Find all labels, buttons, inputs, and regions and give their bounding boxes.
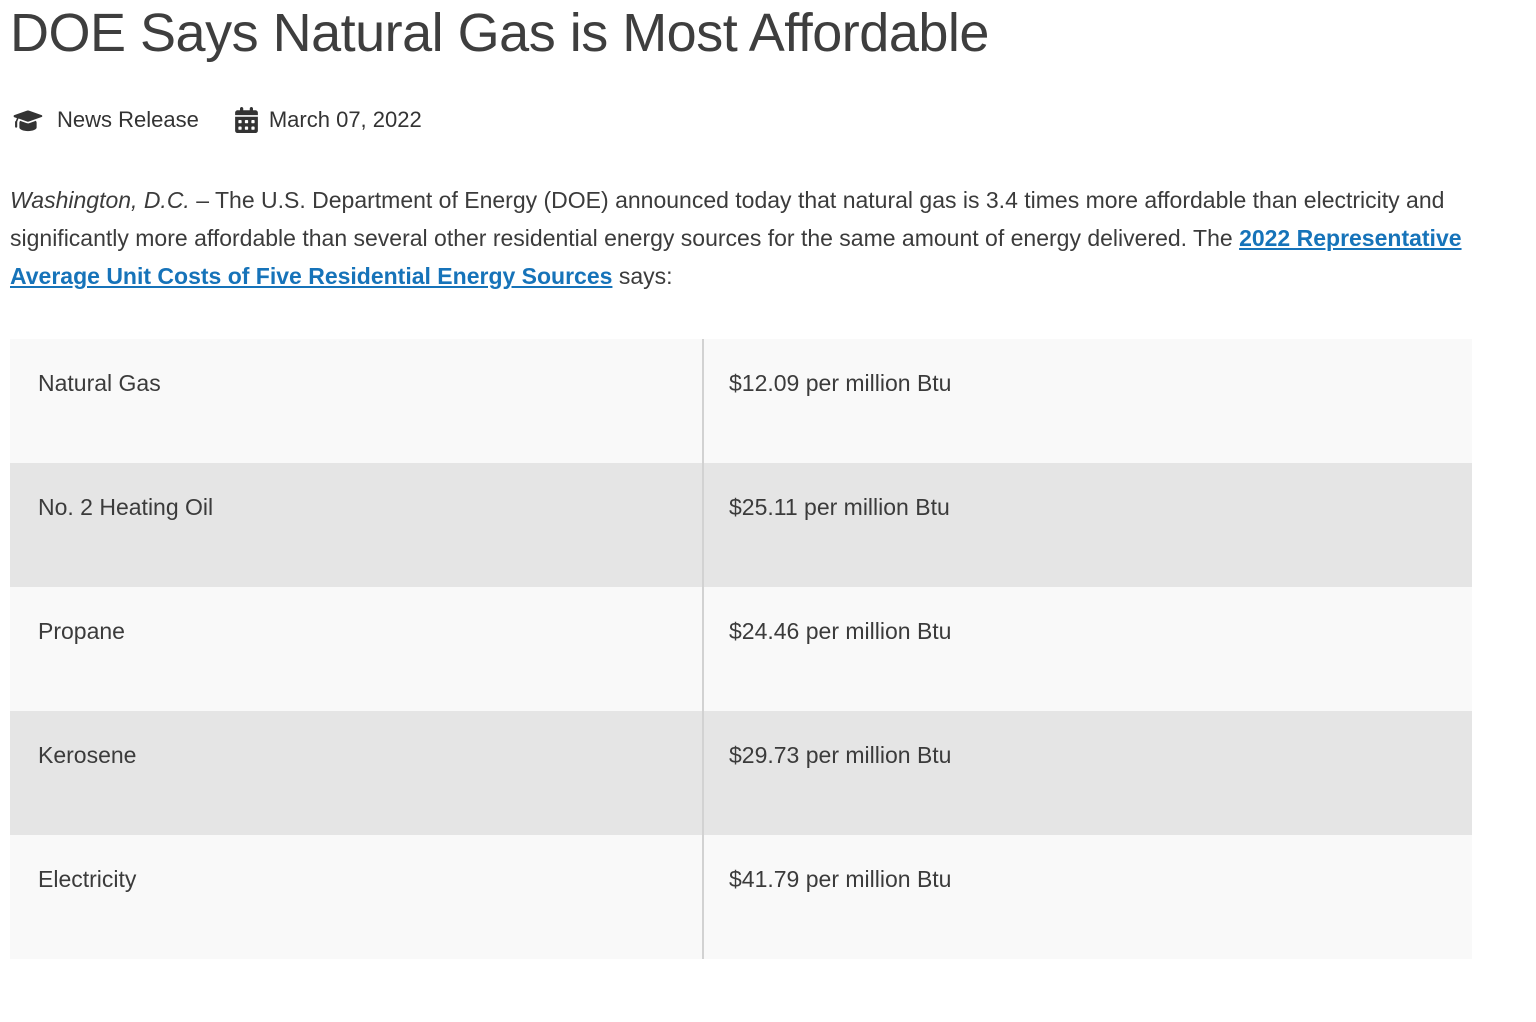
article-paragraph: Washington, D.C. – The U.S. Department o… <box>10 181 1468 295</box>
energy-source-cell: Propane <box>38 618 125 644</box>
table-row: Electricity $41.79 per million Btu <box>10 835 1472 959</box>
energy-source-cell: Kerosene <box>38 742 137 768</box>
paragraph-text-pre: – The U.S. Department of Energy (DOE) an… <box>10 187 1445 251</box>
table-row: Kerosene $29.73 per million Btu <box>10 711 1472 835</box>
table-row: Natural Gas $12.09 per million Btu <box>10 339 1472 463</box>
page-title: DOE Says Natural Gas is Most Affordable <box>10 3 989 63</box>
report-link[interactable]: 2022 Representative Average Unit Costs o… <box>10 225 1462 289</box>
paragraph-text-post: says: <box>612 263 673 289</box>
dateline: Washington, D.C. <box>10 187 190 213</box>
energy-cost-cell: $25.11 per million Btu <box>702 463 1472 587</box>
graduation-cap-icon <box>13 109 43 131</box>
energy-source-cell: Natural Gas <box>38 370 161 396</box>
energy-cost-cell: $29.73 per million Btu <box>702 711 1472 835</box>
article: DOE Says Natural Gas is Most Affordable … <box>10 0 1472 959</box>
energy-source-cell: Electricity <box>38 866 137 892</box>
article-type: News Release <box>10 107 199 133</box>
article-date: March 07, 2022 <box>234 107 422 133</box>
article-date-label: March 07, 2022 <box>268 107 422 132</box>
energy-cost-cell: $41.79 per million Btu <box>702 835 1472 959</box>
article-type-label: News Release <box>57 107 199 132</box>
energy-cost-cell: $24.46 per million Btu <box>702 587 1472 711</box>
article-meta: News Release March 07, 2022 <box>10 107 1472 133</box>
energy-cost-cell: $12.09 per million Btu <box>702 339 1472 463</box>
energy-cost-table: Natural Gas $12.09 per million Btu No. 2… <box>10 339 1472 959</box>
table-row: No. 2 Heating Oil $25.11 per million Btu <box>10 463 1472 587</box>
calendar-icon <box>234 107 258 133</box>
table-row: Propane $24.46 per million Btu <box>10 587 1472 711</box>
energy-source-cell: No. 2 Heating Oil <box>38 494 214 520</box>
